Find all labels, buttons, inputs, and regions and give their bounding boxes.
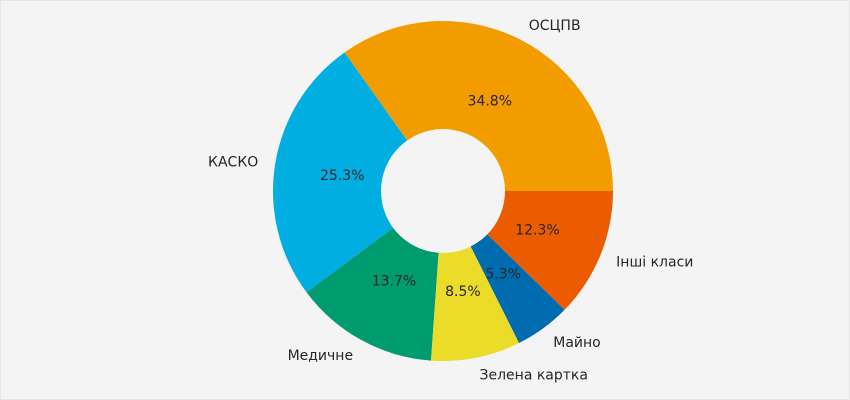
percent-label: 25.3% [320,168,364,184]
category-label: Інші класи [616,255,693,271]
donut-hole [381,129,505,253]
percent-label: 8.5% [445,284,481,300]
percent-label: 13.7% [372,273,416,289]
category-label: Зелена картка [480,367,588,383]
percent-label: 34.8% [468,93,512,109]
slice-каско [273,52,443,293]
category-label: Медичне [288,348,354,364]
category-label: Майно [553,335,600,351]
category-label: ОСЦПВ [529,18,581,34]
percent-label: 5.3% [485,266,521,282]
percent-label: 12.3% [515,222,559,238]
category-label: КАСКО [208,155,258,171]
slice-осцпв [344,20,613,191]
